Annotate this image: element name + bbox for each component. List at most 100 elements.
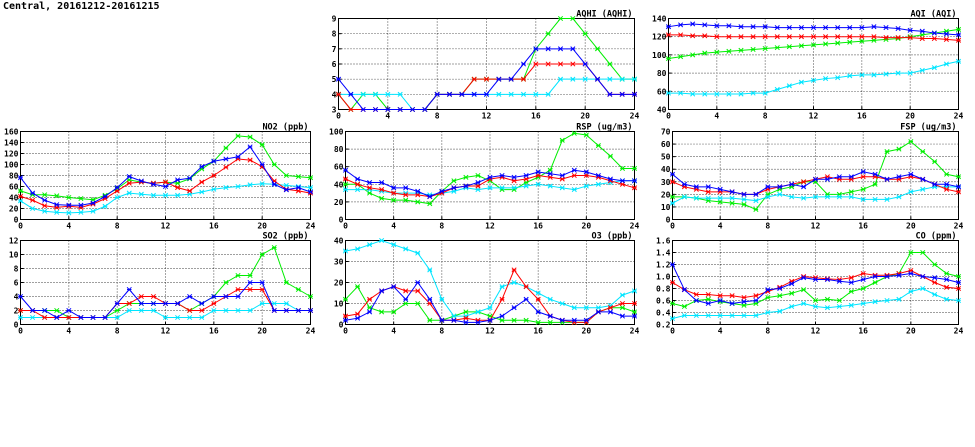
fsp-data-point bbox=[777, 191, 783, 197]
no2-data-point bbox=[90, 200, 96, 206]
no2-data-point bbox=[17, 188, 24, 194]
rsp-data-point bbox=[583, 169, 589, 175]
y-tick-label: 10 bbox=[661, 203, 671, 212]
aqi-data-point bbox=[823, 76, 829, 82]
o3-data-point bbox=[547, 296, 553, 302]
no2-data-point bbox=[283, 172, 289, 179]
no2-data-point bbox=[175, 192, 181, 198]
x-tick-label: 20 bbox=[906, 327, 916, 336]
so2-data-point bbox=[138, 307, 144, 314]
aqi-data-point bbox=[702, 91, 708, 97]
rsp-title: RSP (ug/m3) bbox=[576, 123, 632, 133]
so2-data-point bbox=[235, 293, 241, 300]
fsp-data-point bbox=[765, 194, 771, 200]
no2-data-point bbox=[223, 185, 229, 191]
aqhi-data-point bbox=[348, 91, 354, 97]
aqhi-data-point bbox=[348, 106, 354, 113]
no2-data-point bbox=[259, 142, 265, 148]
o3-data-point bbox=[511, 305, 517, 311]
aqi-data-point bbox=[907, 35, 913, 41]
fsp-data-point bbox=[944, 186, 950, 192]
fsp-data-point bbox=[932, 181, 938, 187]
aqi-data-point bbox=[823, 41, 829, 47]
rsp-data-point bbox=[631, 178, 638, 184]
so2-data-point bbox=[175, 300, 181, 307]
fsp-data-point bbox=[812, 176, 819, 182]
fsp-data-point bbox=[729, 189, 735, 195]
o3-data-point bbox=[391, 309, 397, 315]
co-data-point bbox=[955, 279, 962, 286]
fsp-data-point bbox=[765, 184, 771, 190]
o3-data-point bbox=[451, 313, 457, 319]
no2-data-point bbox=[211, 172, 217, 179]
x-tick-label: 16 bbox=[857, 112, 867, 121]
aqi-data-point bbox=[665, 55, 672, 62]
y-tick-label: 6 bbox=[332, 60, 337, 69]
aqi-data-point bbox=[738, 24, 744, 30]
no2-data-point bbox=[114, 194, 120, 201]
x-tick-label: 0 bbox=[666, 112, 671, 121]
x-tick-label: 0 bbox=[336, 112, 341, 121]
aqi-data-point bbox=[835, 34, 841, 40]
co-data-point bbox=[836, 278, 842, 284]
aqhi-series-4 bbox=[335, 46, 638, 113]
rsp-data-point bbox=[595, 181, 601, 187]
aqi-data-point bbox=[774, 45, 780, 51]
o3-data-point bbox=[631, 313, 638, 319]
o3-data-point bbox=[403, 300, 409, 307]
o3-data-point bbox=[487, 317, 493, 323]
aqhi-data-point bbox=[545, 46, 551, 52]
o3-data-point bbox=[403, 288, 409, 294]
y-tick-label: 0.6 bbox=[656, 297, 671, 306]
rsp-data-point bbox=[595, 143, 601, 149]
co-data-point bbox=[777, 293, 783, 299]
y-tick-label: 2 bbox=[14, 307, 19, 316]
aqi-data-point bbox=[943, 31, 949, 37]
aqhi-data-point bbox=[533, 91, 539, 97]
o3-data-point bbox=[499, 296, 505, 302]
co-data-point bbox=[693, 291, 699, 298]
co-data-point bbox=[705, 312, 711, 319]
so2-data-point bbox=[126, 307, 132, 314]
o3-data-point bbox=[511, 279, 517, 286]
o3-data-point bbox=[511, 267, 517, 273]
rsp-data-point bbox=[571, 167, 577, 173]
o3-svg: 0 4 8 12 16 20 24 0 10 20 30 40 O3 (ppb) bbox=[334, 232, 640, 336]
aqhi-data-point bbox=[557, 61, 564, 67]
no2-data-point bbox=[138, 191, 144, 197]
so2-data-point bbox=[235, 286, 241, 293]
co-data-point bbox=[896, 296, 902, 302]
rsp-data-point bbox=[583, 183, 589, 189]
o3-data-point bbox=[379, 288, 385, 294]
no2-data-point bbox=[307, 175, 314, 181]
aqhi-data-point bbox=[471, 76, 477, 82]
o3-data-point bbox=[523, 296, 529, 302]
no2-data-point bbox=[17, 175, 24, 181]
so2-data-point bbox=[307, 293, 314, 300]
y-tick-label: 20 bbox=[334, 198, 344, 207]
no2-data-point bbox=[283, 187, 289, 193]
aqhi-chart: 0 4 8 12 16 20 24 3 4 5 6 7 8 9 AQHI (AQHI) bbox=[332, 10, 640, 123]
aqi-series-3 bbox=[665, 32, 962, 43]
y-tick-label: 120 bbox=[652, 33, 667, 42]
aqi-series-1 bbox=[665, 26, 962, 62]
o3-data-point bbox=[619, 313, 626, 319]
so2-data-point bbox=[42, 314, 48, 321]
fsp-data-point bbox=[741, 191, 747, 197]
aqi-data-point bbox=[955, 32, 962, 38]
rsp-data-point bbox=[559, 172, 565, 179]
so2-data-point bbox=[162, 314, 169, 321]
fsp-data-point bbox=[896, 146, 902, 152]
rsp-data-point bbox=[439, 188, 445, 194]
so2-data-point bbox=[235, 307, 241, 314]
aqi-data-point bbox=[678, 22, 684, 28]
so2-data-point bbox=[259, 286, 265, 293]
y-tick-label: 80 bbox=[657, 69, 667, 78]
y-tick-label: 7 bbox=[332, 45, 337, 54]
o3-data-point bbox=[367, 242, 373, 248]
aqi-data-point bbox=[690, 33, 696, 39]
aqi-data-point bbox=[883, 71, 889, 77]
y-tick-label: 10 bbox=[9, 251, 19, 260]
x-tick-label: 0 bbox=[343, 327, 348, 336]
rsp-data-point bbox=[607, 153, 613, 159]
